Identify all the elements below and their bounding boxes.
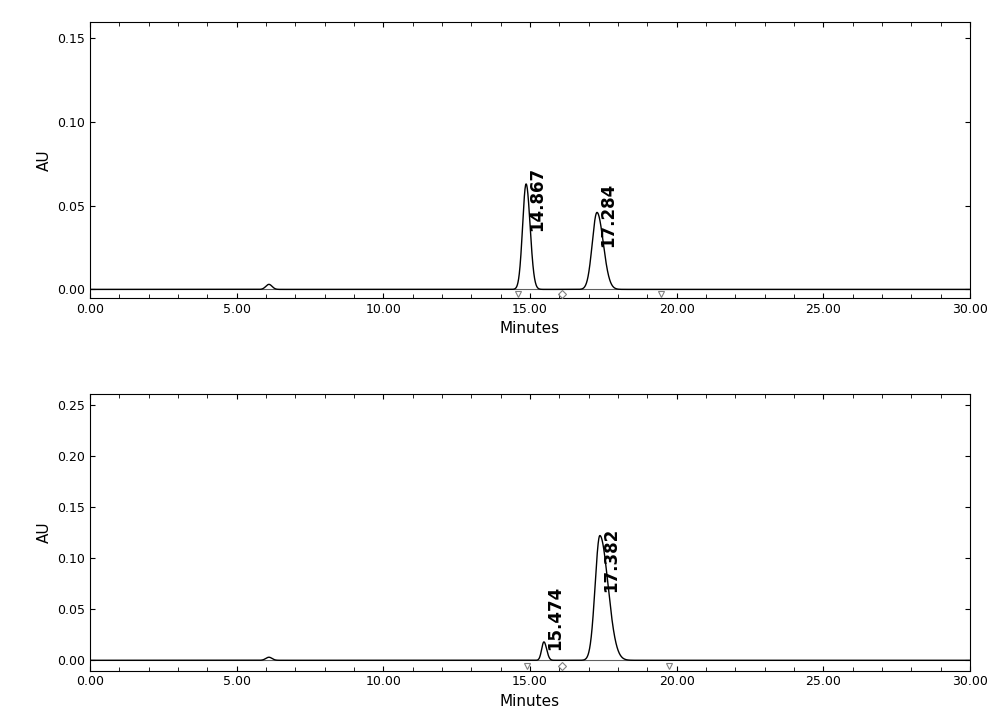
Y-axis label: AU: AU bbox=[37, 522, 52, 544]
Text: 17.284: 17.284 bbox=[599, 183, 617, 247]
Y-axis label: AU: AU bbox=[37, 149, 52, 170]
Text: 14.867: 14.867 bbox=[528, 167, 546, 231]
X-axis label: Minutes: Minutes bbox=[500, 321, 560, 336]
Text: 15.474: 15.474 bbox=[546, 586, 564, 650]
X-axis label: Minutes: Minutes bbox=[500, 694, 560, 709]
Text: 17.382: 17.382 bbox=[602, 528, 620, 592]
